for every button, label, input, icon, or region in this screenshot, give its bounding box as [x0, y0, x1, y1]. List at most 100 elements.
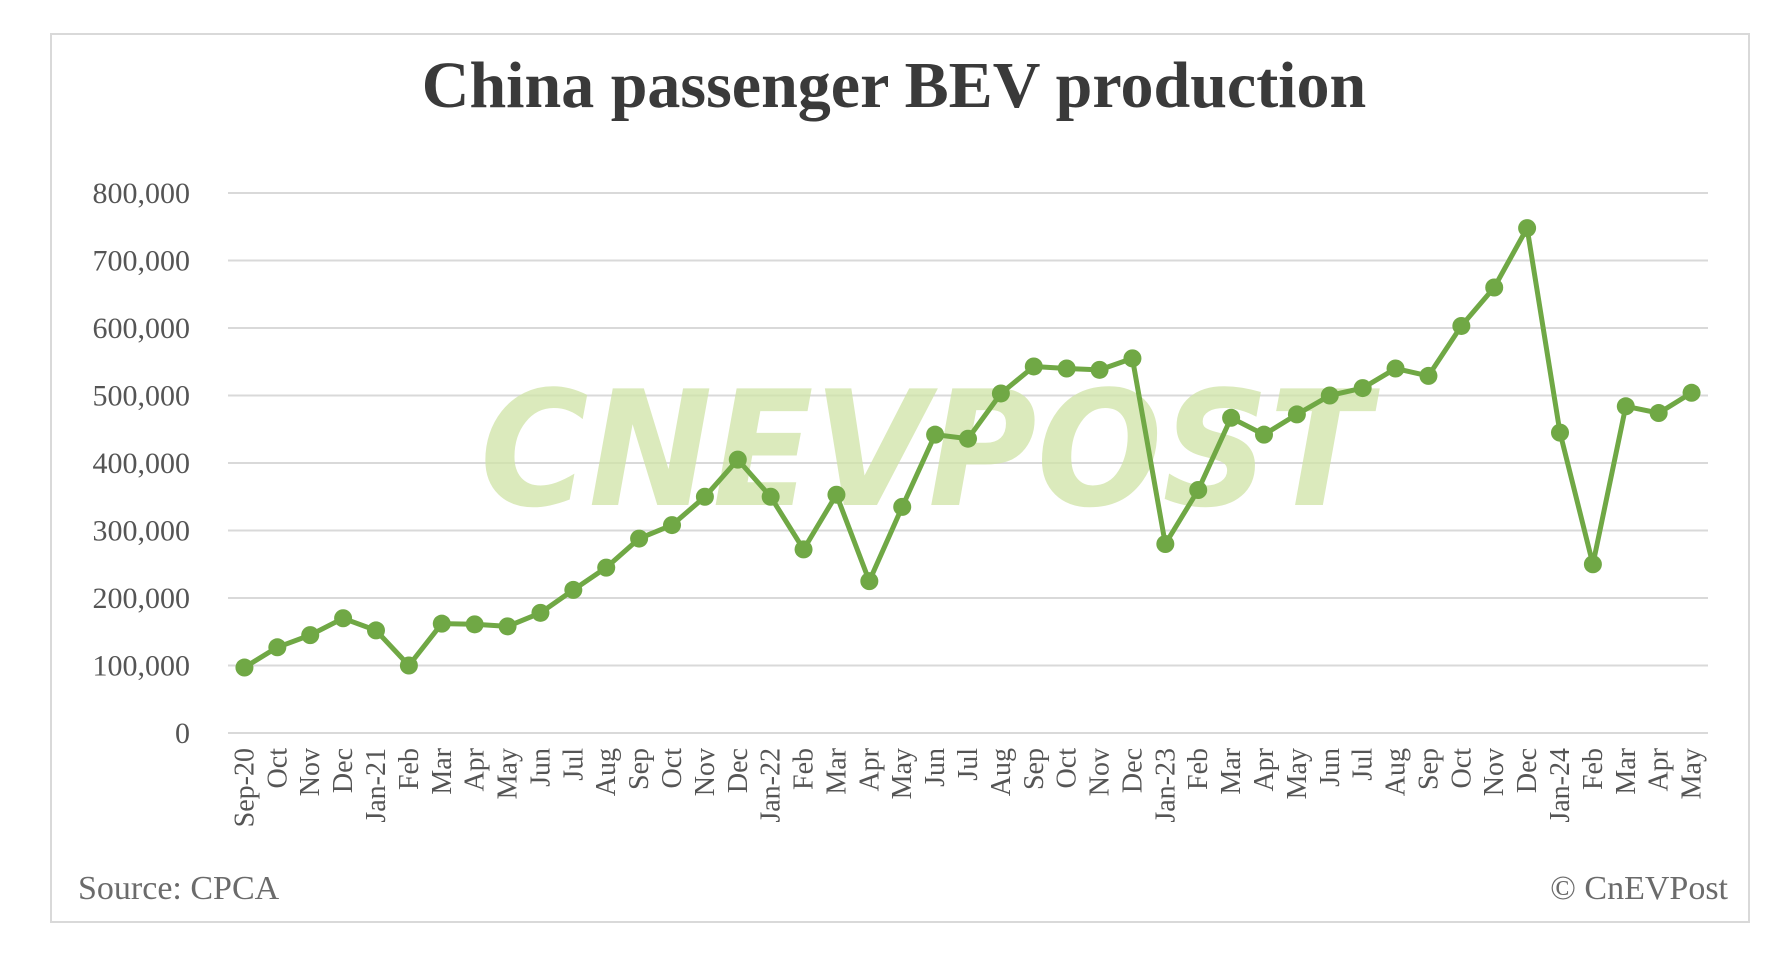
x-tick-label: Jun [1315, 748, 1346, 787]
data-point [1386, 359, 1405, 378]
data-point [301, 626, 320, 645]
x-tick-label: Jul [1348, 748, 1379, 781]
x-axis: Sep-20 Oct Nov Dec Jan-21 Feb Mar Apr May Jun Jul A… [229, 747, 1707, 827]
y-tick-label: 700,000 [93, 245, 191, 278]
y-tick-label: 300,000 [93, 515, 191, 548]
data-point [728, 450, 747, 469]
data-point [1123, 349, 1142, 368]
copyright-note: © CnEVPost [1550, 870, 1728, 907]
x-tick-label: Jan-22 [756, 748, 787, 823]
data-point [498, 617, 517, 636]
data-point [1518, 219, 1537, 238]
data-point [1189, 481, 1208, 499]
data-point [1353, 379, 1372, 398]
y-tick-label: 500,000 [93, 380, 191, 413]
x-tick-label: Dec [328, 748, 359, 793]
data-point [399, 656, 418, 675]
x-tick-label: Oct [657, 748, 688, 789]
data-point [761, 487, 780, 506]
x-tick-label: Mar [1611, 747, 1642, 794]
data-point [465, 615, 484, 634]
x-tick-label: Apr [1249, 747, 1280, 791]
x-tick-label: Apr [460, 747, 491, 791]
x-tick-label: Nov [1085, 748, 1116, 796]
x-tick-label: May [1282, 748, 1313, 799]
data-point [959, 429, 977, 448]
data-point [268, 638, 287, 657]
x-tick-label: Apr [1644, 747, 1675, 791]
data-point [597, 558, 616, 577]
x-tick-label: Jun [920, 748, 951, 787]
data-point [827, 485, 846, 504]
x-tick-label: Mar [1216, 747, 1247, 794]
data-point [1320, 386, 1339, 405]
x-tick-label: Feb [394, 748, 425, 790]
x-tick-label: Dec [723, 748, 754, 793]
x-tick-label: Jul [953, 748, 984, 781]
x-tick-label: Mar [821, 747, 852, 794]
x-tick-label: Dec [1117, 748, 1148, 793]
x-tick-label: Aug [986, 748, 1017, 796]
data-point [1485, 278, 1504, 297]
data-point [663, 516, 681, 535]
x-tick-label: Jul [558, 748, 589, 781]
data-point [1682, 383, 1701, 402]
x-tick-label: Dec [1512, 748, 1543, 793]
data-point [1156, 535, 1175, 553]
x-tick-label: Oct [1446, 748, 1477, 789]
data-point [893, 497, 912, 516]
x-tick-label: Apr [854, 747, 885, 791]
x-tick-label: Nov [295, 748, 326, 796]
data-point [1057, 359, 1076, 378]
x-tick-label: Sep-20 [229, 748, 260, 827]
x-tick-label: Aug [591, 748, 622, 796]
data-point [860, 572, 879, 591]
x-tick-label: Nov [1479, 748, 1510, 796]
data-point [1551, 423, 1569, 442]
data-point [334, 609, 353, 628]
y-tick-label: 800,000 [93, 177, 191, 210]
x-tick-label: Feb [789, 748, 820, 790]
data-point [1090, 360, 1109, 379]
x-tick-label: Nov [690, 748, 721, 796]
y-tick-label: 100,000 [93, 650, 191, 683]
data-point [926, 425, 945, 444]
data-point [1616, 397, 1635, 416]
x-tick-label: Jan-24 [1545, 748, 1576, 823]
x-tick-label: Sep [1019, 748, 1050, 790]
y-tick-label: 200,000 [93, 582, 191, 615]
data-point [432, 614, 451, 633]
x-tick-label: May [493, 748, 524, 799]
x-tick-label: Oct [262, 748, 293, 789]
data-point [564, 580, 583, 599]
data-point [695, 487, 714, 506]
x-tick-label: Aug [1381, 748, 1412, 796]
data-point [1419, 366, 1438, 385]
x-tick-label: May [887, 748, 918, 799]
data-point [1583, 555, 1602, 574]
source-note: Source: CPCA [78, 870, 280, 907]
data-point [531, 603, 550, 622]
data-point [1024, 357, 1043, 376]
gridlines [228, 192, 1708, 734]
data-point [1649, 404, 1668, 423]
data-point [235, 658, 254, 677]
data-point [367, 621, 385, 640]
x-tick-label: Feb [1183, 748, 1214, 790]
x-tick-label: May [1677, 748, 1708, 799]
x-tick-label: Sep [624, 748, 655, 790]
y-tick-label: 0 [175, 717, 190, 750]
x-tick-label: Jan-23 [1150, 748, 1181, 823]
x-tick-label: Sep [1413, 748, 1444, 790]
x-tick-label: Jun [525, 748, 556, 787]
x-tick-label: Jan-21 [361, 748, 392, 823]
y-tick-label: 600,000 [93, 312, 191, 345]
data-point [794, 540, 813, 559]
data-point [1452, 316, 1471, 335]
x-tick-label: Feb [1578, 748, 1609, 790]
y-tick-label: 400,000 [93, 447, 191, 480]
data-point [1287, 405, 1306, 424]
series [235, 219, 1701, 677]
x-tick-label: Mar [427, 747, 458, 794]
